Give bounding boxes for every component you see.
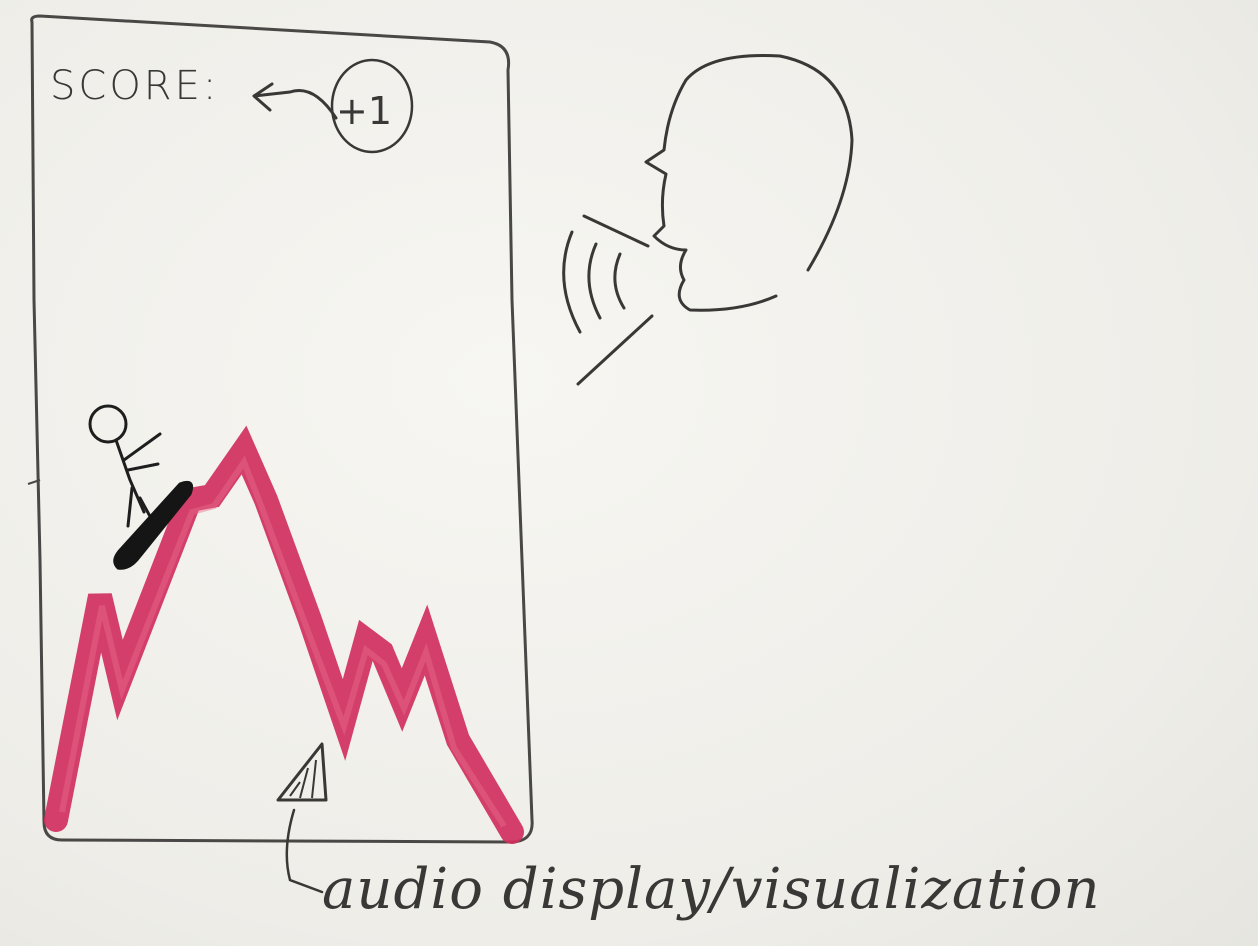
speaking-head-icon [644, 54, 854, 312]
edge-tick [27, 479, 41, 485]
audio-waveform-icon [44, 425, 524, 844]
score-bonus: +1 [336, 89, 393, 133]
audio-marker-icon [276, 742, 328, 802]
audio-caption: audio display/visualization [322, 857, 1101, 922]
stick-figure-on-sled-icon [88, 404, 194, 570]
bonus-circle [330, 58, 414, 154]
sound-waves-icon [562, 214, 654, 386]
score-label: SCORE: [50, 63, 220, 109]
audio-waveform-highlight [59, 455, 507, 828]
caption-leader-line [285, 808, 324, 894]
phone-frame [30, 14, 534, 844]
score-arrow-icon [252, 82, 338, 120]
